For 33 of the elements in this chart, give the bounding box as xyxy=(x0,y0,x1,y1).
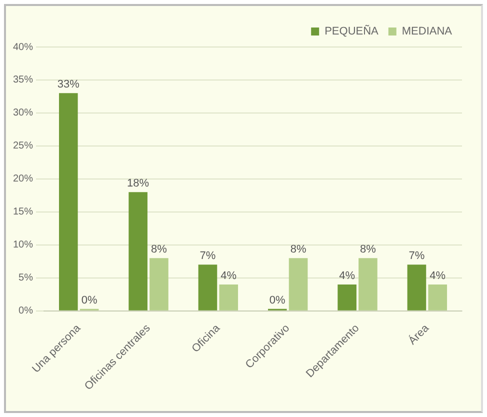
bar xyxy=(219,284,238,310)
bar xyxy=(58,93,78,310)
y-tick-label: 35% xyxy=(13,74,34,86)
y-tick-label: 40% xyxy=(13,42,34,53)
y-tick-label: 20% xyxy=(13,174,34,185)
data-label: 4% xyxy=(339,270,356,282)
bar xyxy=(150,258,168,310)
data-label: 8% xyxy=(360,244,376,256)
data-label: 0% xyxy=(269,294,286,306)
y-tick-label: 30% xyxy=(13,108,34,119)
data-label: 7% xyxy=(200,250,216,262)
data-label: 18% xyxy=(127,178,150,190)
data-label: 8% xyxy=(290,244,306,256)
bar xyxy=(338,284,356,310)
y-tick-label: 0% xyxy=(18,306,34,317)
data-label: 0% xyxy=(81,294,98,306)
data-label: 4% xyxy=(220,270,237,282)
y-tick-label: 10% xyxy=(13,240,34,251)
bar xyxy=(198,264,218,310)
data-label: 8% xyxy=(151,244,168,256)
legend-label: MEDIANA xyxy=(402,26,453,38)
y-tick-label: 5% xyxy=(18,272,34,284)
data-label: 33% xyxy=(57,78,80,91)
y-tick-label: 25% xyxy=(13,140,34,152)
data-label: 7% xyxy=(408,250,425,262)
bar xyxy=(128,192,148,310)
y-tick-label: 15% xyxy=(13,206,34,218)
bar xyxy=(428,284,448,310)
legend-label: PEQUEÑA xyxy=(324,24,380,38)
bar xyxy=(288,258,308,310)
data-label: 4% xyxy=(430,270,446,282)
bar xyxy=(358,258,378,310)
bar xyxy=(407,264,426,310)
